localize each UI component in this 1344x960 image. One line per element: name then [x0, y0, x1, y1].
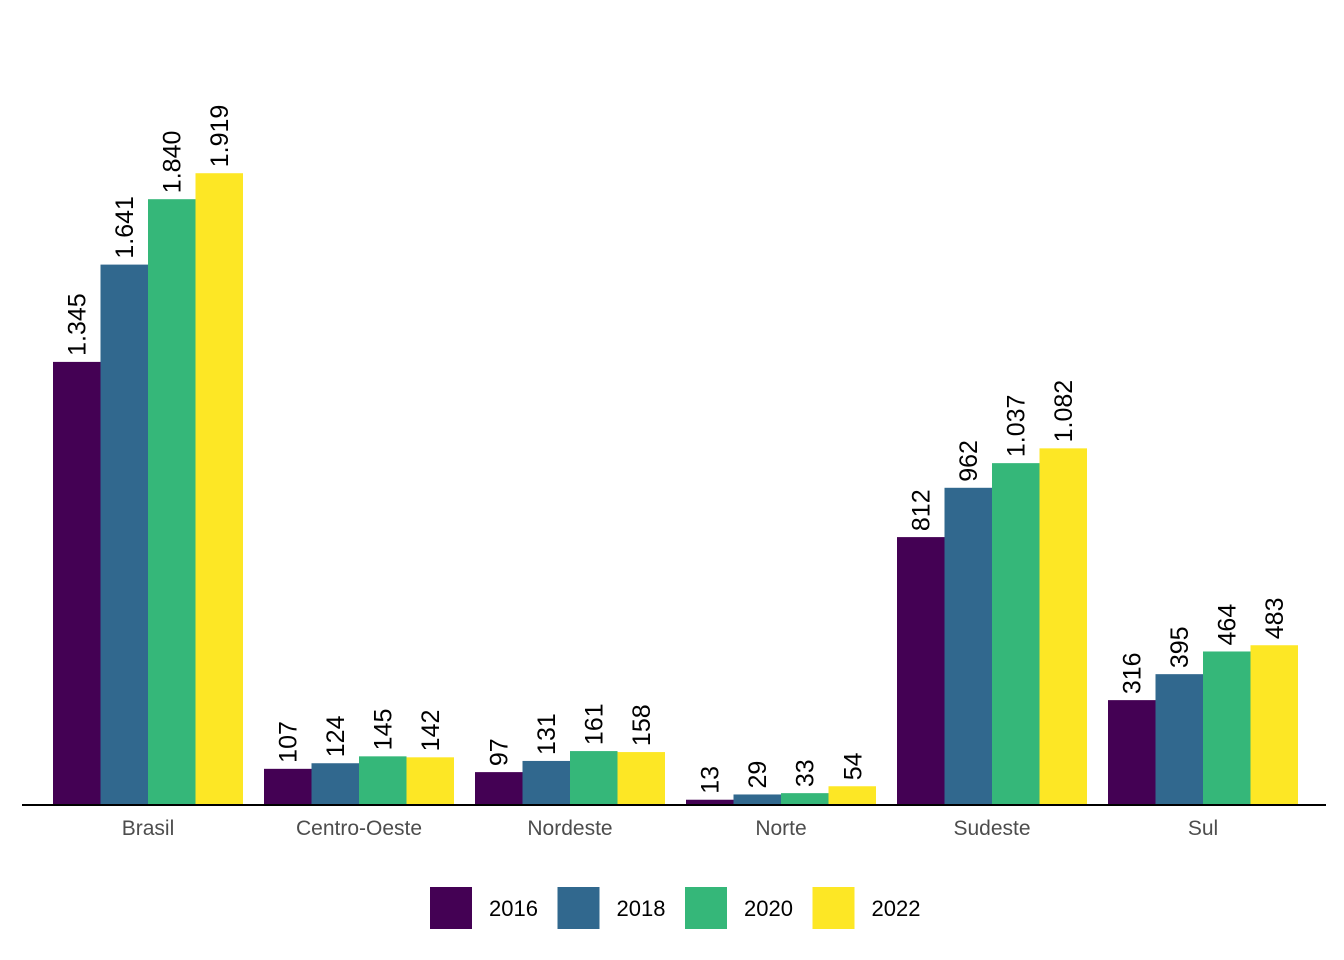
bar-sudeste-2016 [897, 537, 945, 804]
data-label: 158 [628, 704, 656, 746]
data-label: 54 [839, 752, 867, 780]
x-tick-label: Norte [755, 817, 806, 840]
bar-sul-2020 [1203, 651, 1251, 804]
data-label: 107 [275, 721, 303, 763]
x-tick-label: Sul [1188, 817, 1218, 840]
bar-centro-oeste-2022 [406, 757, 454, 804]
bar-nordeste-2022 [617, 752, 665, 804]
legend-label: 2016 [489, 896, 538, 921]
data-label: 33 [792, 759, 820, 787]
bar-norte-2020 [781, 793, 829, 804]
bar-sul-2022 [1250, 645, 1298, 804]
data-label: 483 [1261, 598, 1289, 640]
bar-brasil-2018 [100, 264, 148, 805]
data-label: 1.641 [111, 196, 139, 259]
bar-brasil-2022 [195, 173, 243, 805]
bar-sudeste-2018 [944, 487, 992, 804]
legend-key-2020 [685, 887, 727, 929]
data-label: 1.919 [206, 105, 234, 168]
data-label: 13 [697, 766, 725, 794]
data-label: 1.082 [1050, 380, 1078, 443]
legend-key-2018 [557, 887, 600, 929]
legend-label: 2022 [872, 896, 921, 921]
legend-label: 2018 [617, 896, 666, 921]
legend: 2016 2018 2020 2022 [430, 887, 920, 929]
bar-brasil-2020 [148, 199, 196, 804]
bar-brasil-2016 [53, 361, 101, 804]
data-label: 97 [486, 738, 514, 766]
bars-layer [53, 173, 1298, 805]
bar-nordeste-2020 [570, 751, 618, 804]
bar-sul-2018 [1155, 674, 1203, 804]
bar-centro-oeste-2016 [264, 768, 312, 804]
data-label: 812 [908, 489, 936, 531]
data-label: 29 [744, 761, 772, 789]
bar-norte-2022 [828, 786, 876, 804]
data-label: 395 [1166, 626, 1194, 668]
bar-centro-oeste-2020 [359, 756, 407, 804]
x-tick-label: Brasil [122, 817, 175, 840]
x-tick-label: Nordeste [527, 817, 612, 840]
data-label: 1.037 [1003, 395, 1031, 458]
legend-key-2022 [812, 887, 855, 929]
bar-sudeste-2020 [992, 463, 1040, 804]
data-label: 145 [370, 709, 398, 751]
data-label: 161 [581, 703, 609, 745]
bar-norte-2016 [686, 799, 734, 804]
data-label: 1.345 [64, 293, 92, 356]
x-tick-label: Sudeste [953, 817, 1030, 840]
data-label: 962 [955, 440, 983, 482]
bar-centro-oeste-2018 [311, 763, 359, 804]
data-label: 124 [322, 715, 350, 757]
data-label: 1.840 [159, 131, 187, 194]
data-labels-layer: 1.345 1.641 1.840 1.919 107 124 145 142 97 131 161… [64, 105, 1290, 794]
x-axis-tick-labels: Brasil Centro-Oeste Nordeste Norte Sudeste Su… [122, 817, 1218, 840]
legend-label: 2020 [744, 896, 793, 921]
data-label: 316 [1119, 652, 1147, 694]
bar-sudeste-2022 [1039, 448, 1087, 804]
data-label: 464 [1214, 604, 1242, 646]
data-label: 131 [533, 713, 561, 755]
x-tick-label: Centro-Oeste [296, 817, 422, 840]
legend-key-2016 [430, 887, 472, 929]
data-label: 142 [417, 710, 445, 752]
bar-nordeste-2018 [522, 760, 570, 804]
bar-nordeste-2016 [475, 772, 523, 804]
bar-sul-2016 [1108, 700, 1156, 804]
bar-norte-2018 [733, 794, 781, 804]
